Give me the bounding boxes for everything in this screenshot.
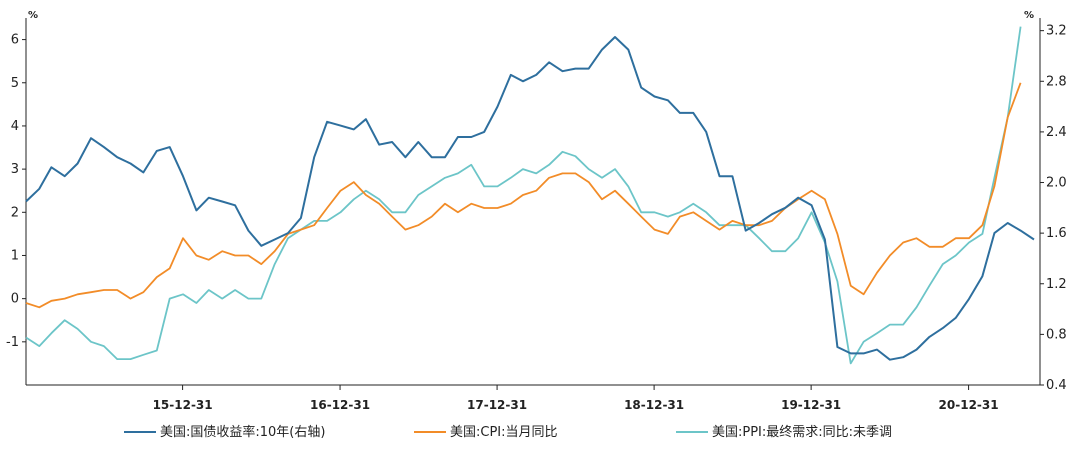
x-axis-ticks: 15-12-31 16-12-31 17-12-31 18-12-31 19-12-31… — [153, 385, 999, 412]
right-tick-label: 3.2 — [1046, 24, 1067, 39]
legend: 美国:国债收益率:10年(右轴) 美国:CPI:当月同比 美国:PPI:最终需求:同… — [124, 424, 892, 440]
right-axis-ticks: 0.4 0.8 1.2 1.6 2.0 2.4 2.8 3.2 — [1040, 24, 1067, 393]
left-tick-label: 3 — [11, 162, 19, 177]
left-tick-label: -1 — [6, 335, 19, 350]
right-tick-label: 1.2 — [1046, 277, 1067, 292]
right-axis-unit: % — [1024, 10, 1034, 21]
left-tick-label: 4 — [11, 119, 19, 134]
legend-label-0: 美国:国债收益率:10年(右轴) — [160, 424, 325, 440]
series-layer — [25, 26, 1035, 365]
x-tick-label: 16-12-31 — [310, 398, 370, 412]
left-tick-label: 6 — [11, 33, 19, 48]
right-tick-label: 2.0 — [1046, 176, 1067, 191]
x-tick-label: 19-12-31 — [781, 398, 841, 412]
x-tick-label: 17-12-31 — [467, 398, 527, 412]
x-tick-label: 18-12-31 — [624, 398, 684, 412]
left-axis-unit: % — [28, 10, 38, 21]
legend-label-2: 美国:PPI:最终需求:同比:未季调 — [712, 424, 892, 440]
left-tick-label: 1 — [11, 248, 19, 263]
series-line-1 — [25, 82, 1022, 309]
series-line-0 — [25, 36, 1035, 361]
right-tick-label: 2.4 — [1046, 125, 1067, 140]
right-tick-label: 0.4 — [1046, 378, 1067, 393]
x-tick-label: 15-12-31 — [153, 398, 213, 412]
right-tick-label: 2.8 — [1046, 74, 1067, 89]
left-tick-label: 5 — [11, 76, 19, 91]
right-tick-label: 0.8 — [1046, 327, 1067, 342]
left-tick-label: 0 — [11, 292, 19, 307]
left-axis-ticks: -1 0 1 2 3 4 5 6 — [6, 33, 26, 350]
right-tick-label: 1.6 — [1046, 226, 1067, 241]
chart-axes: % % — [25, 10, 1041, 386]
series-line-2 — [25, 26, 1022, 365]
legend-label-1: 美国:CPI:当月同比 — [450, 425, 558, 440]
x-tick-label: 20-12-31 — [939, 398, 999, 412]
left-tick-label: 2 — [11, 205, 19, 220]
